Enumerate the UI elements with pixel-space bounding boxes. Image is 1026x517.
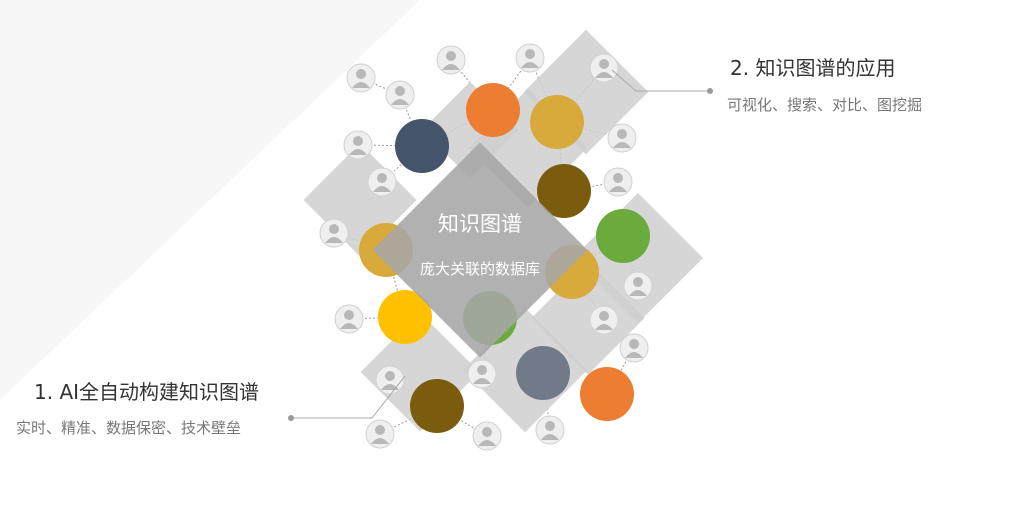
- center-subtitle: 庞大关联的数据库: [419, 260, 540, 278]
- callout-2-connector: [611, 69, 710, 92]
- center-title: 知识图谱: [438, 212, 522, 236]
- entity-node: [530, 95, 584, 149]
- callout-2-title: 2. 知识图谱的应用: [730, 56, 896, 80]
- entity-node: [516, 346, 570, 400]
- person-icon: [319, 218, 349, 248]
- person-icon: [607, 123, 637, 153]
- entity-node: [466, 83, 520, 137]
- callout-2-dot: [707, 88, 713, 94]
- person-icon: [472, 421, 502, 451]
- person-icon: [467, 359, 497, 389]
- person-icon: [623, 271, 653, 301]
- person-icon: [515, 43, 545, 73]
- person-icon: [367, 167, 397, 197]
- entity-node: [410, 379, 464, 433]
- entity-node: [395, 119, 449, 173]
- person-icon: [619, 333, 649, 363]
- person-icon: [365, 419, 395, 449]
- person-icon: [375, 365, 405, 395]
- callout-connectors: [288, 69, 713, 421]
- person-icon: [603, 167, 633, 197]
- center-diamond-group: [372, 142, 588, 358]
- person-nodes: [319, 43, 653, 451]
- person-icon: [385, 80, 415, 110]
- entity-node: [580, 367, 634, 421]
- center-diamond: [372, 142, 588, 358]
- callout-1-connector: [291, 375, 406, 419]
- person-icon: [436, 45, 466, 75]
- callout-1-dot: [288, 415, 294, 421]
- person-icon: [346, 63, 376, 93]
- graph-edge: [360, 77, 401, 96]
- person-icon: [589, 53, 619, 83]
- person-icon: [535, 415, 565, 445]
- callout-1-description: 实时、精准、数据保密、技术壁垒: [16, 419, 242, 437]
- person-icon: [334, 304, 364, 334]
- entity-node: [537, 164, 591, 218]
- person-icon: [589, 305, 619, 335]
- entity-node: [596, 209, 650, 263]
- callout-2-description: 可视化、搜索、对比、图挖掘: [727, 96, 923, 114]
- entity-node: [378, 290, 432, 344]
- person-icon: [343, 130, 373, 160]
- callout-1-title: 1. AI全自动构建知识图谱: [34, 380, 260, 404]
